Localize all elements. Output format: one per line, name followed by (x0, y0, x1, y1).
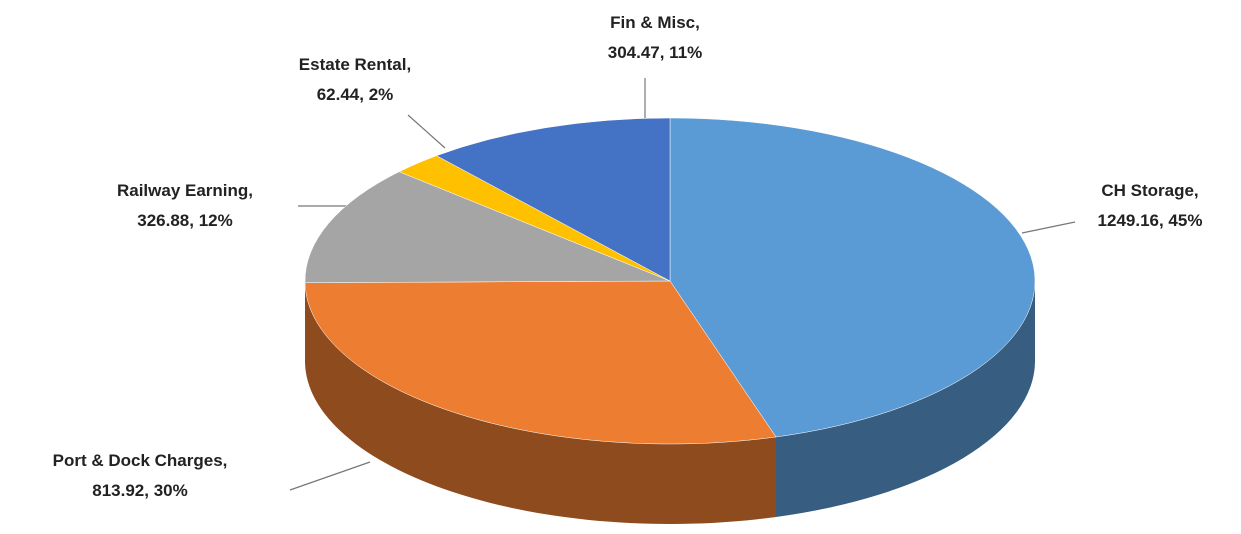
data-label-name: Railway Earning, (117, 181, 253, 200)
slice (435, 117, 671, 282)
data-label: Railway Earning, 326.88, 12% (117, 181, 253, 230)
data-label-value: 813.92, 30% (92, 481, 187, 500)
leader-line (407, 114, 446, 149)
slice (304, 280, 777, 445)
data-label-name: Port & Dock Charges, (53, 451, 228, 470)
slice (669, 117, 1036, 438)
leader-line (1021, 221, 1076, 234)
data-label-value: 62.44, 2% (317, 85, 394, 104)
slice-side (775, 281, 1035, 517)
data-label: Port & Dock Charges, 813.92, 30% (53, 451, 228, 500)
slice (304, 171, 671, 283)
leader-line (289, 461, 371, 491)
data-label-name: CH Storage, (1101, 181, 1198, 200)
data-label-value: 1249.16, 45% (1098, 211, 1203, 230)
data-label-value: 304.47, 11% (608, 43, 703, 62)
data-label-name: Estate Rental, (299, 55, 411, 74)
slice-side (305, 282, 776, 524)
data-label-name: Fin & Misc, (610, 13, 700, 32)
data-label: Estate Rental, 62.44, 2% (299, 55, 411, 104)
data-label: Fin & Misc, 304.47, 11% (608, 13, 703, 62)
data-label-value: 326.88, 12% (137, 211, 232, 230)
data-label: CH Storage, 1249.16, 45% (1098, 181, 1203, 230)
